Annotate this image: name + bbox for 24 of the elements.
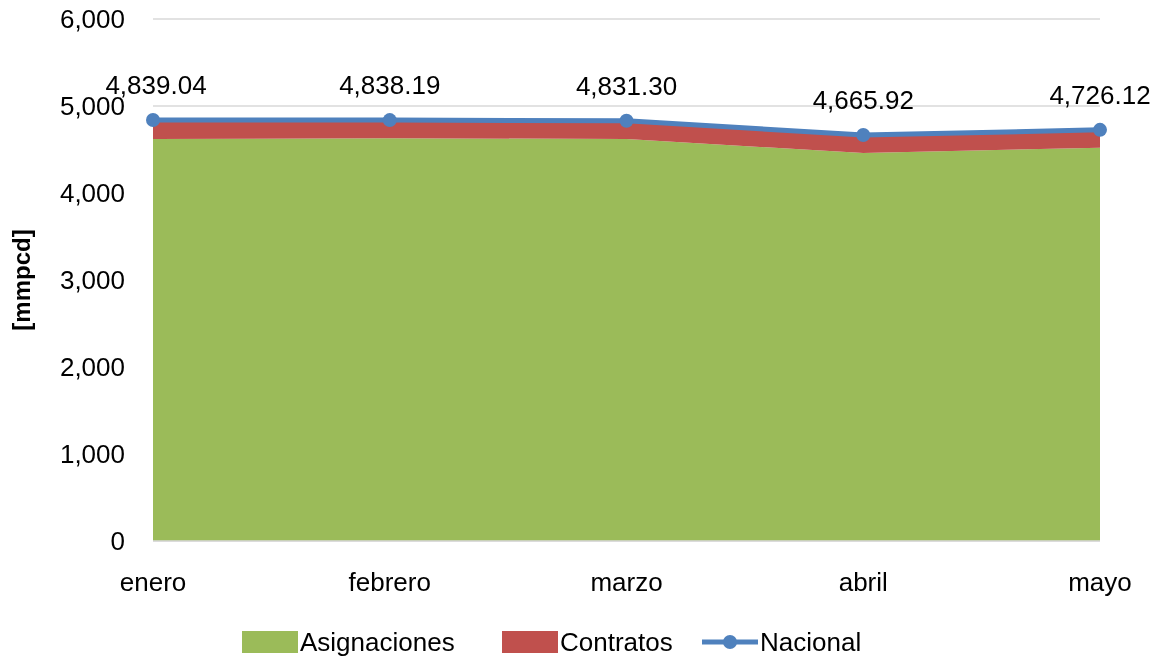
data-label: 4,831.30 — [575, 70, 678, 101]
data-label: 4,838.19 — [339, 70, 441, 101]
y-axis-title: [mmpcd] — [8, 229, 35, 331]
data-label: 4,665.92 — [812, 85, 914, 116]
y-tick-label: 4,000 — [59, 178, 125, 209]
legend-label: Asignaciones — [300, 627, 455, 658]
x-tick-label: abril — [838, 567, 888, 597]
legend-label: Contratos — [560, 627, 673, 658]
x-tick-label: febrero — [348, 567, 431, 597]
point — [1093, 122, 1107, 137]
y-tick-label: 6,000 — [59, 4, 125, 35]
point — [619, 113, 634, 128]
point — [382, 113, 397, 128]
y-tick-label: 2,000 — [59, 352, 125, 383]
legend-label: Nacional — [760, 627, 862, 658]
y-tick-label: 3,000 — [59, 265, 125, 296]
x-tick-label: mayo — [1068, 567, 1132, 597]
data-label: 4,726.12 — [1049, 79, 1151, 110]
x-tick-label: marzo — [590, 567, 663, 597]
point — [856, 128, 871, 143]
y-tick-label: 1,000 — [59, 439, 125, 470]
point — [146, 113, 160, 127]
x-tick-label: enero — [119, 567, 187, 597]
y-tick-label: 0 — [110, 526, 125, 557]
